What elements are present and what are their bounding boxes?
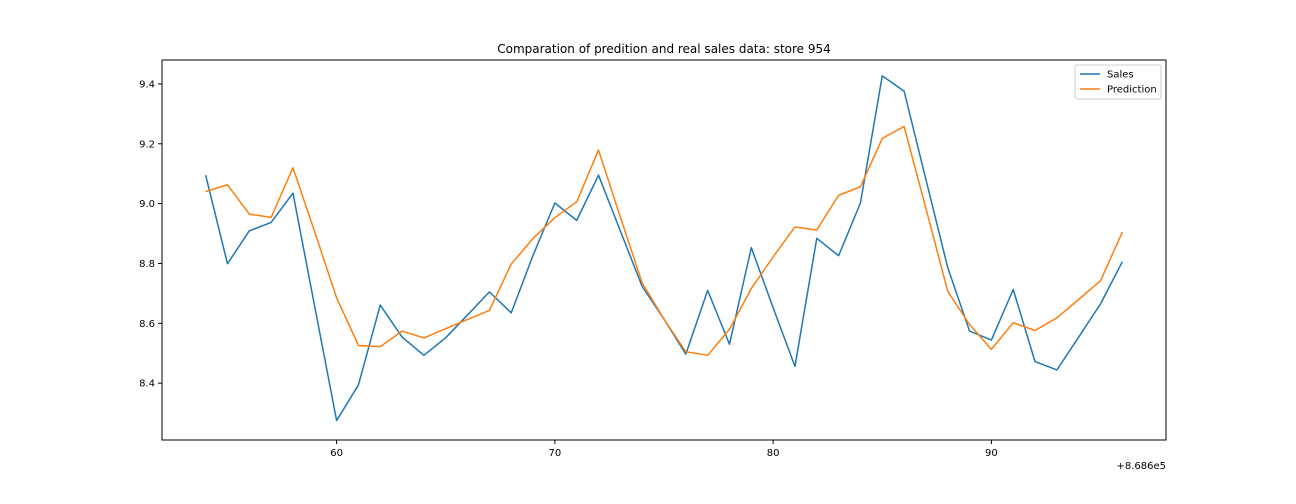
x-tick-label: 90	[985, 448, 998, 459]
legend-label-sales: Sales	[1107, 70, 1134, 81]
y-tick-label: 9.4	[139, 79, 155, 90]
y-axis: 8.4 8.6 8.8 9.0 9.2 9.4	[139, 79, 162, 390]
chart-title: Comparation of predition and real sales …	[497, 42, 831, 56]
series-line-prediction	[205, 125, 1124, 357]
x-axis-offset-label: +8.686e5	[1116, 461, 1166, 472]
series-layer	[204, 75, 1124, 422]
series-line-sales	[204, 75, 1124, 422]
x-tick-label: 60	[330, 448, 343, 459]
x-tick-label: 80	[767, 448, 780, 459]
legend-label-prediction: Prediction	[1107, 85, 1157, 96]
y-tick-label: 9.2	[139, 139, 155, 150]
axes-frame	[161, 59, 1167, 441]
legend: Sales Prediction	[1074, 64, 1162, 100]
x-tick-label: 70	[549, 448, 562, 459]
x-axis: 60 70 80 90	[330, 440, 998, 459]
y-tick-label: 8.8	[139, 259, 155, 270]
y-tick-label: 8.6	[139, 319, 155, 330]
y-tick-label: 9.0	[139, 199, 155, 210]
y-tick-label: 8.4	[139, 379, 155, 390]
